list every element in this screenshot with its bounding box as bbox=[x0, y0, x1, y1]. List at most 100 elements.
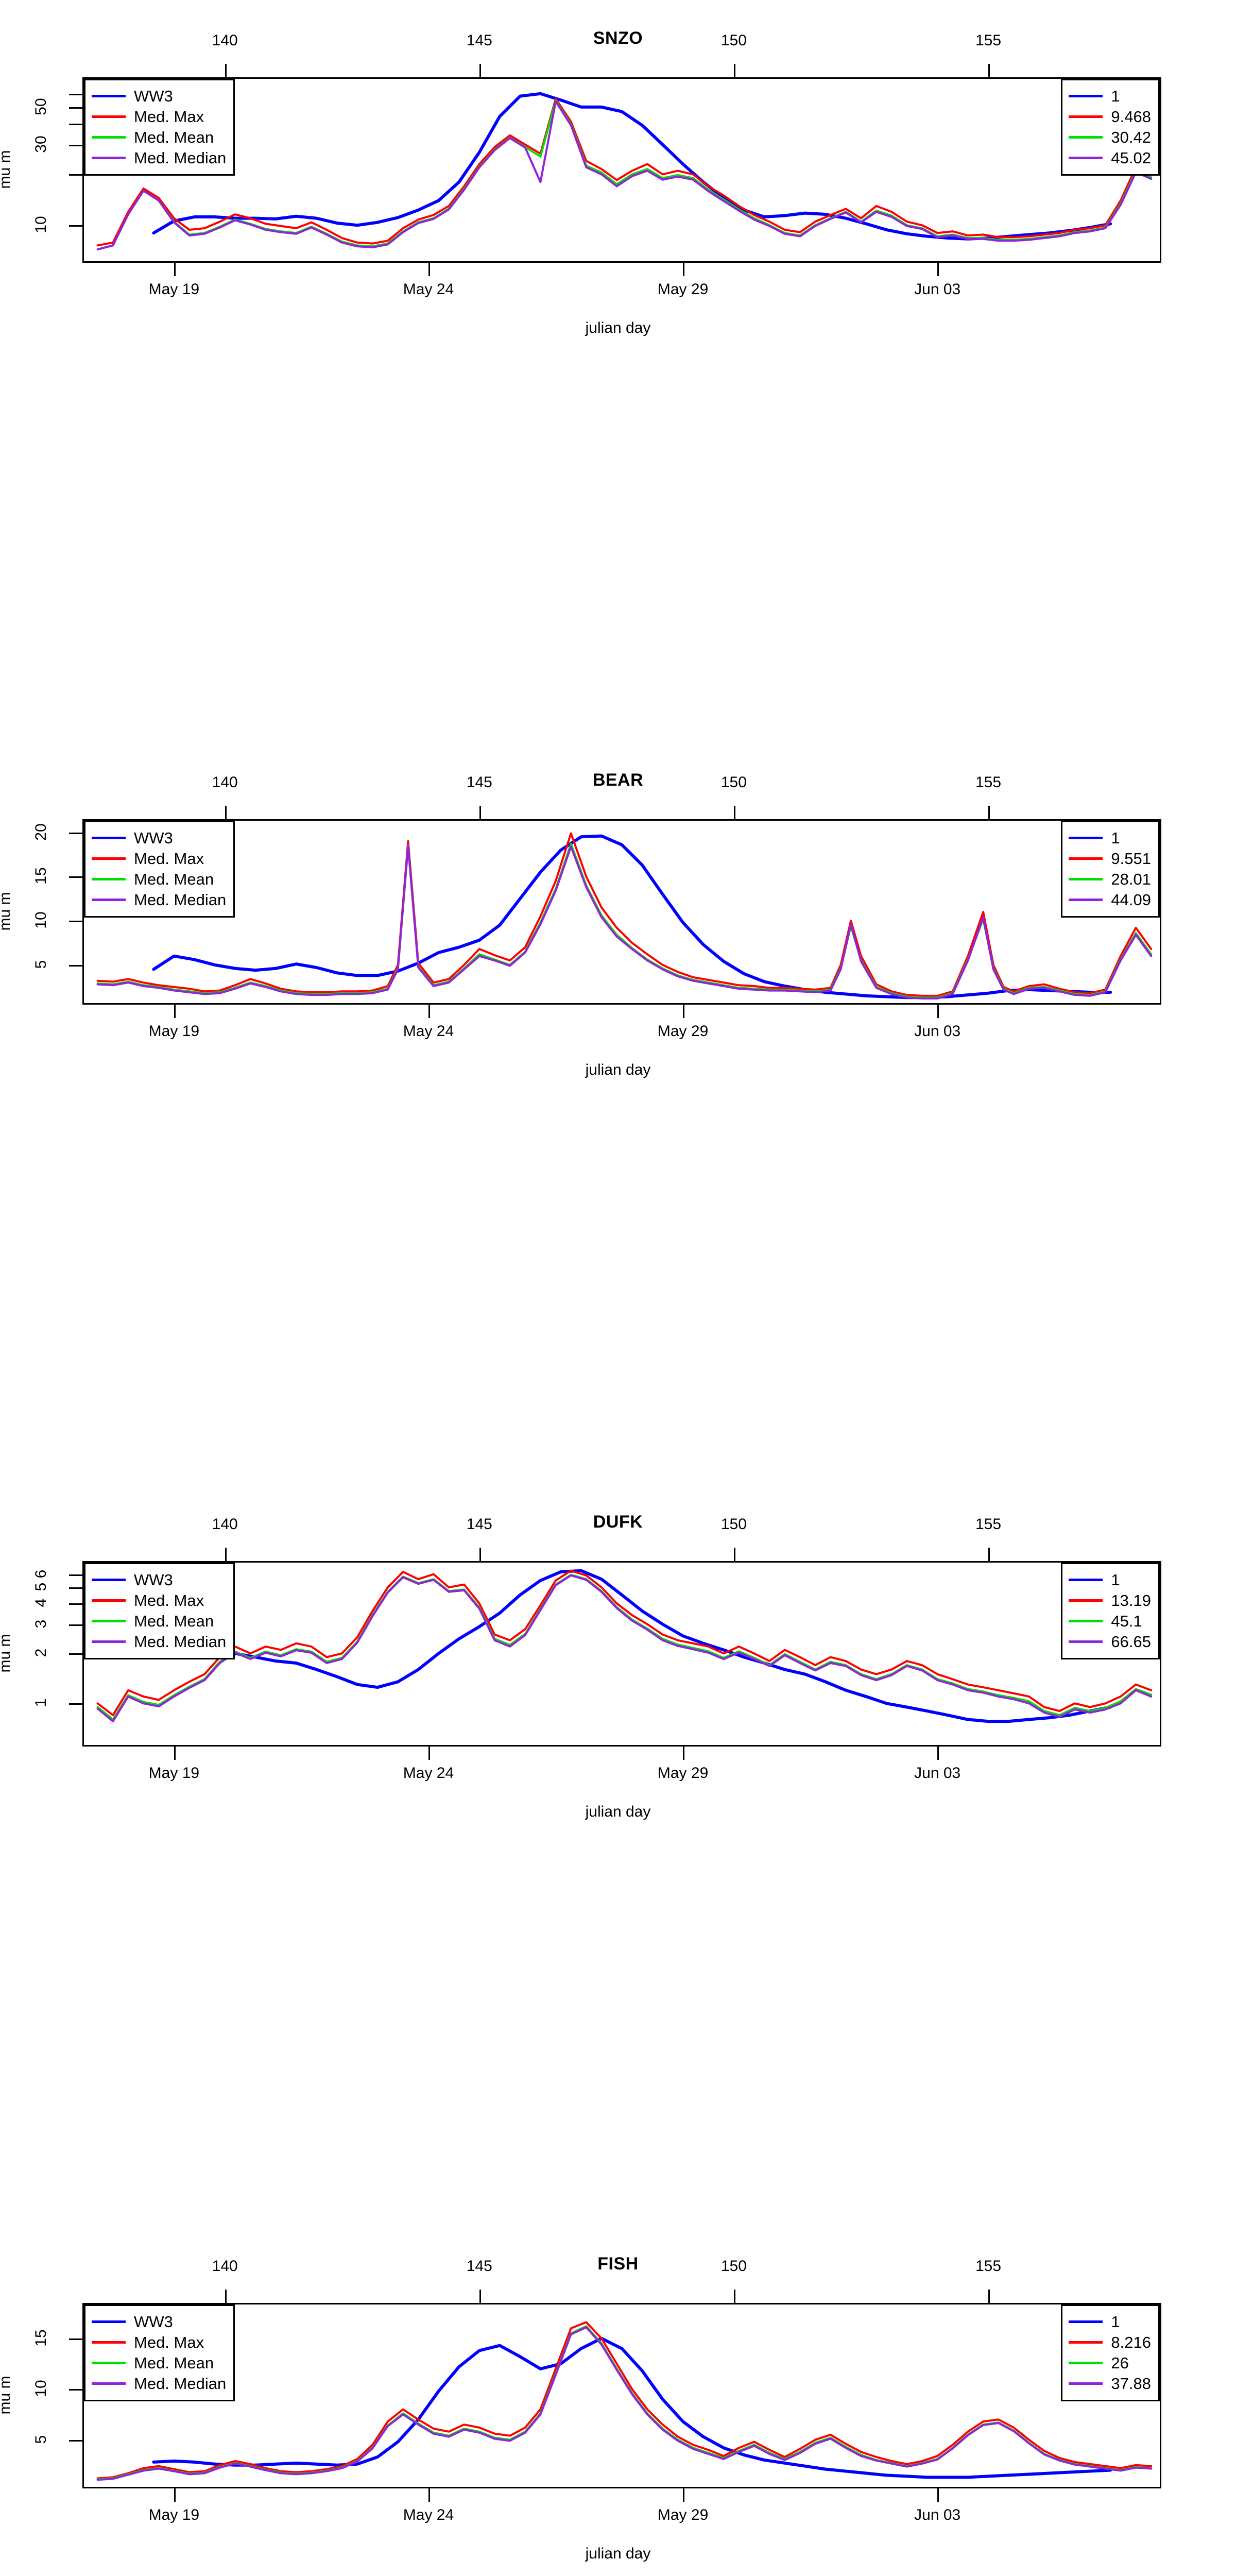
bottom-axis-tick bbox=[428, 1005, 430, 1018]
legend-label: Med. Mean bbox=[134, 1612, 214, 1630]
legend-label: WW3 bbox=[134, 828, 173, 847]
y-axis-tick bbox=[69, 1703, 82, 1705]
series-lines bbox=[96, 1569, 1153, 1723]
value-legend-label: 9.551 bbox=[1111, 849, 1151, 868]
top-axis-tick bbox=[225, 806, 227, 819]
y-axis-tick-label: 10 bbox=[32, 911, 49, 929]
value-legend-color-swatch bbox=[1069, 1599, 1103, 1602]
legend-item: Med. Max bbox=[92, 1590, 226, 1611]
top-axis-tick bbox=[733, 64, 735, 77]
top-axis-tick-label: 155 bbox=[975, 1516, 1002, 1533]
y-axis-tick-label: 20 bbox=[32, 823, 49, 841]
legend-label: Med. Mean bbox=[134, 2353, 214, 2372]
bottom-axis-tick bbox=[937, 1005, 939, 1018]
bottom-axis-tick bbox=[174, 2488, 176, 2502]
top-axis-tick bbox=[988, 2290, 990, 2303]
value-legend-color-swatch bbox=[1069, 898, 1103, 901]
legend-item: Med. Max bbox=[92, 106, 226, 127]
panel-title: DUFK bbox=[593, 1512, 643, 1532]
legend-item: WW3 bbox=[92, 2311, 226, 2332]
chart-panel-dufk: DUFK 140 145 150 155 May 19 May 24 May 29 Jun 03… bbox=[0, 1484, 1236, 1855]
legend-color-swatch-med-median bbox=[92, 2382, 126, 2385]
bottom-axis-tick bbox=[174, 1005, 176, 1018]
bottom-axis-tick-label: May 24 bbox=[403, 2506, 454, 2523]
series-line-ww3 bbox=[152, 1569, 1112, 1723]
top-axis-tick-label: 155 bbox=[975, 2258, 1002, 2275]
bottom-axis-tick bbox=[937, 2488, 939, 2502]
value-legend-item: 37.88 bbox=[1069, 2373, 1151, 2394]
value-legend-item: 1 bbox=[1069, 2311, 1151, 2332]
x-axis-label: julian day bbox=[585, 1061, 651, 1078]
top-axis-tick-label: 150 bbox=[720, 1516, 747, 1533]
legend-label: WW3 bbox=[134, 2312, 173, 2331]
legend-item: WW3 bbox=[92, 827, 226, 848]
value-legend-label: 9.468 bbox=[1111, 107, 1151, 126]
value-legend-label: 1 bbox=[1111, 87, 1120, 105]
top-axis-tick-label: 140 bbox=[212, 2258, 238, 2275]
series-line-med-median bbox=[96, 100, 1153, 251]
bottom-axis-tick bbox=[174, 263, 176, 276]
bottom-axis-tick-label: May 24 bbox=[403, 1765, 454, 1782]
plot-area bbox=[82, 819, 1161, 1005]
panel-title: BEAR bbox=[592, 770, 644, 790]
legend-label: Med. Mean bbox=[134, 128, 214, 146]
legend-color-swatch-ww3 bbox=[92, 1578, 126, 1581]
series-legend: WW3 Med. Max Med. Mean Med. Median bbox=[84, 2304, 235, 2401]
top-axis-tick bbox=[733, 2290, 735, 2303]
y-axis-tick-label: 50 bbox=[32, 98, 49, 115]
legend-item: Med. Mean bbox=[92, 1611, 226, 1631]
legend-item: WW3 bbox=[92, 86, 226, 106]
legend-label: Med. Mean bbox=[134, 870, 214, 888]
value-legend-color-swatch bbox=[1069, 135, 1103, 139]
value-legend: 1 9.468 30.42 45.02 bbox=[1061, 79, 1160, 176]
value-legend-item: 45.1 bbox=[1069, 1611, 1151, 1631]
plot-area bbox=[82, 1561, 1161, 1747]
value-legend-item: 8.216 bbox=[1069, 2332, 1151, 2352]
y-axis-label: mu m bbox=[0, 150, 13, 189]
y-axis-tick bbox=[69, 1624, 82, 1626]
series-line-med-max bbox=[96, 832, 1153, 997]
bottom-axis-tick bbox=[428, 2488, 430, 2502]
value-legend-label: 1 bbox=[1111, 828, 1120, 847]
series-lines bbox=[96, 92, 1153, 251]
bottom-axis-tick bbox=[174, 1747, 176, 1760]
legend-item: Med. Mean bbox=[92, 127, 226, 147]
value-legend-item: 13.19 bbox=[1069, 1590, 1151, 1611]
legend-label: Med. Median bbox=[134, 148, 227, 167]
value-legend-color-swatch bbox=[1069, 94, 1103, 97]
y-axis-tick bbox=[69, 1587, 82, 1589]
value-legend-item: 45.02 bbox=[1069, 147, 1151, 168]
value-legend-item: 9.551 bbox=[1069, 848, 1151, 869]
top-axis-tick bbox=[733, 1548, 735, 1561]
value-legend-label: 13.19 bbox=[1111, 1591, 1151, 1609]
legend-item: Med. Max bbox=[92, 2332, 226, 2352]
value-legend-label: 45.1 bbox=[1111, 1612, 1142, 1630]
value-legend-color-swatch bbox=[1069, 836, 1103, 839]
y-axis-tick-label: 30 bbox=[32, 135, 49, 153]
figure-page: SNZO 140 145 150 155 May 19 May 24 May 29 Jun 03… bbox=[0, 28, 1236, 2562]
legend-color-swatch-ww3 bbox=[92, 2320, 126, 2323]
series-lines bbox=[96, 832, 1153, 999]
legend-label: Med. Max bbox=[134, 107, 204, 126]
panel-title: FISH bbox=[597, 2254, 639, 2274]
legend-color-swatch-med-max bbox=[92, 857, 126, 860]
y-axis-label: mu m bbox=[0, 2376, 13, 2415]
series-line-med-max bbox=[96, 97, 1153, 247]
top-axis-tick bbox=[988, 64, 990, 77]
value-legend-label: 30.42 bbox=[1111, 128, 1151, 146]
top-axis-tick-label: 145 bbox=[466, 774, 492, 791]
legend-color-swatch-med-mean bbox=[92, 877, 126, 880]
y-axis-tick bbox=[69, 921, 82, 923]
y-axis-tick bbox=[69, 832, 82, 834]
bottom-axis-tick bbox=[428, 263, 430, 276]
top-axis-tick bbox=[225, 2290, 227, 2303]
top-axis-tick-label: 150 bbox=[720, 774, 747, 791]
bottom-axis-tick-label: Jun 03 bbox=[914, 281, 961, 298]
chart-panel-bear: BEAR 140 145 150 155 May 19 May 24 May 29 Jun 03… bbox=[0, 742, 1236, 1113]
series-line-med-median bbox=[96, 843, 1153, 999]
bottom-axis-tick-label: May 19 bbox=[148, 1023, 200, 1040]
legend-item: Med. Max bbox=[92, 848, 226, 869]
top-axis-tick bbox=[988, 1548, 990, 1561]
top-axis-tick-label: 140 bbox=[212, 1516, 238, 1533]
legend-color-swatch-med-median bbox=[92, 1640, 126, 1643]
